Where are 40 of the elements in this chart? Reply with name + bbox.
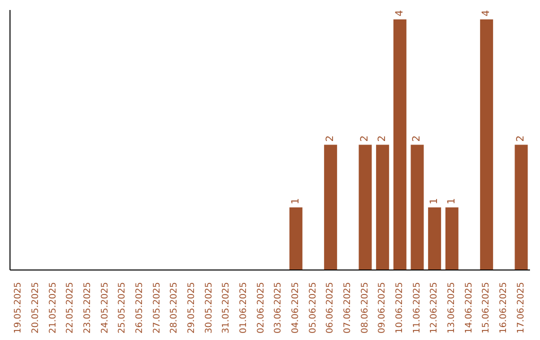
data-label: 1 [429, 198, 440, 204]
x-tick-label: 30.05.2025 [204, 282, 214, 334]
x-tick-label: 28.05.2025 [170, 282, 180, 334]
x-tick-label: 02.06.2025 [256, 282, 266, 334]
x-tick-label: 13.06.2025 [447, 282, 457, 334]
x-tick-label: 05.06.2025 [308, 282, 318, 334]
x-tick-label: 19.05.2025 [14, 282, 24, 334]
x-tick-label: 17.06.2025 [516, 282, 526, 334]
x-tick-label: 16.06.2025 [499, 282, 509, 334]
x-tick-label: 27.05.2025 [152, 282, 162, 334]
x-tick-label: 26.05.2025 [135, 282, 145, 334]
data-label: 4 [394, 10, 406, 16]
x-tick-label: 31.05.2025 [222, 282, 232, 334]
x-tick-label: 14.06.2025 [464, 282, 474, 334]
x-tick-label: 11.06.2025 [412, 282, 422, 334]
x-tick-label: 15.06.2025 [482, 282, 492, 334]
x-tick-label: 01.06.2025 [239, 282, 249, 334]
x-tick-label: 22.05.2025 [66, 282, 76, 334]
x-tick-label: 03.06.2025 [274, 282, 284, 334]
x-tick-label: 06.06.2025 [326, 282, 336, 334]
data-label: 2 [360, 135, 371, 142]
x-tick-label: 23.05.2025 [83, 282, 93, 334]
x-tick-label: 09.06.2025 [378, 282, 388, 334]
data-label: 2 [516, 135, 527, 142]
x-tick-label: 10.06.2025 [395, 282, 405, 334]
data-label: 4 [481, 10, 492, 16]
x-tick-label: 21.05.2025 [48, 282, 58, 334]
data-label: 1 [446, 198, 458, 204]
x-tick-label: 29.05.2025 [187, 282, 197, 334]
data-label: 2 [325, 135, 336, 142]
x-tick-label: 12.06.2025 [430, 282, 440, 334]
data-label: 1 [290, 198, 302, 204]
x-tick-label: 04.06.2025 [291, 282, 301, 334]
x-tick-label: 08.06.2025 [360, 282, 370, 334]
x-tick-label: 24.05.2025 [100, 282, 110, 334]
data-label: 2 [377, 135, 388, 142]
x-tick-label: 07.06.2025 [343, 282, 353, 334]
data-label: 2 [412, 135, 423, 142]
x-tick-label: 20.05.2025 [31, 282, 41, 334]
x-tick-label: 25.05.2025 [118, 282, 128, 334]
